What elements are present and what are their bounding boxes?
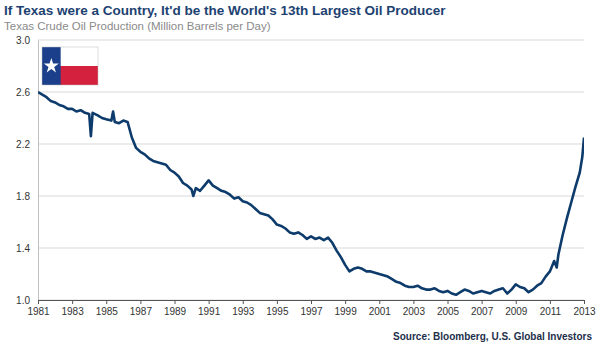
y-tick-label: 2.2 — [16, 139, 30, 150]
x-tick: 2013 — [573, 300, 596, 317]
y-tick: 1.4 — [16, 243, 38, 254]
subtitle: Texas Crude Oil Production (Million Barr… — [4, 20, 271, 32]
x-tick-mark — [413, 300, 414, 304]
x-tick: 2003 — [403, 300, 426, 317]
grid-line — [38, 196, 584, 197]
x-tick-mark — [516, 300, 517, 304]
x-tick-mark — [38, 300, 39, 304]
y-tick-label: 1.8 — [16, 191, 30, 202]
x-tick-mark — [550, 300, 551, 304]
source: Source: Bloomberg, U.S. Global Investors — [393, 331, 592, 342]
x-tick: 1983 — [62, 300, 85, 317]
x-tick-mark — [209, 300, 210, 304]
x-tick-label: 1993 — [232, 306, 255, 317]
x-tick: 1991 — [198, 300, 221, 317]
x-axis: 1981 1983 1985 1987 1989 1991 1993 1995 1997 1999… — [27, 300, 596, 317]
production-line — [38, 92, 584, 295]
y-tick: 3.0 — [16, 35, 38, 46]
flag-blue — [42, 47, 61, 85]
grid-line — [38, 40, 584, 41]
grid-line — [38, 248, 584, 249]
y-tick-label: 3.0 — [16, 35, 30, 46]
x-tick-label: 2011 — [540, 306, 562, 317]
x-tick-label: 2013 — [573, 306, 596, 317]
x-tick-mark — [584, 300, 585, 304]
x-tick-mark — [448, 300, 449, 304]
x-tick: 1997 — [300, 300, 323, 317]
x-tick: 2009 — [505, 300, 528, 317]
x-tick-mark — [311, 300, 312, 304]
x-tick-mark — [243, 300, 244, 304]
y-tick: 2.6 — [16, 87, 38, 98]
x-tick-mark — [482, 300, 483, 304]
flag-border — [42, 47, 98, 85]
x-tick-label: 1985 — [96, 306, 119, 317]
x-tick-label: 1999 — [335, 306, 358, 317]
grid-line — [38, 144, 584, 145]
x-tick-mark — [175, 300, 176, 304]
x-tick-label: 1997 — [300, 306, 323, 317]
flag — [42, 47, 98, 85]
y-tick: 1.8 — [16, 191, 38, 202]
x-tick: 1987 — [130, 300, 153, 317]
y-tick: 1.0 — [16, 295, 38, 306]
x-tick: 1989 — [164, 300, 187, 317]
x-tick-mark — [277, 300, 278, 304]
x-tick-label: 1981 — [27, 306, 50, 317]
x-tick-mark — [379, 300, 380, 304]
x-tick: 2005 — [437, 300, 460, 317]
x-tick-mark — [140, 300, 141, 304]
plot-area — [38, 92, 584, 295]
flag-star — [44, 58, 59, 72]
x-tick: 2007 — [471, 300, 494, 317]
y-axis: 1.0 1.4 1.8 2.2 2.6 3.0 — [16, 35, 38, 306]
x-tick: 2001 — [369, 300, 392, 317]
x-tick: 1985 — [96, 300, 119, 317]
chart: If Texas were a Country, It'd be the Wor… — [0, 0, 600, 350]
y-tick-label: 2.6 — [16, 87, 30, 98]
x-tick-label: 2005 — [437, 306, 460, 317]
x-tick-label: 1987 — [130, 306, 153, 317]
x-tick-label: 2009 — [505, 306, 528, 317]
y-tick-label: 1.0 — [16, 295, 30, 306]
grid — [38, 40, 584, 300]
x-tick-label: 1989 — [164, 306, 187, 317]
y-tick-label: 1.4 — [16, 243, 30, 254]
title: If Texas were a Country, It'd be the Wor… — [4, 3, 446, 18]
y-axis-line — [38, 41, 39, 301]
x-tick-label: 1991 — [198, 306, 221, 317]
x-tick-mark — [106, 300, 107, 304]
x-tick-mark — [72, 300, 73, 304]
x-tick-label: 2001 — [369, 306, 392, 317]
x-tick-label: 2007 — [471, 306, 494, 317]
x-tick: 1999 — [335, 300, 358, 317]
x-tick-mark — [345, 300, 346, 304]
x-tick-label: 1983 — [62, 306, 85, 317]
x-tick-label: 2003 — [403, 306, 426, 317]
x-tick: 1981 — [27, 300, 50, 317]
x-tick-label: 1995 — [266, 306, 289, 317]
y-tick: 2.2 — [16, 139, 38, 150]
grid-line — [38, 92, 584, 93]
x-tick: 2011 — [540, 300, 562, 317]
x-tick: 1995 — [266, 300, 289, 317]
x-tick: 1993 — [232, 300, 255, 317]
